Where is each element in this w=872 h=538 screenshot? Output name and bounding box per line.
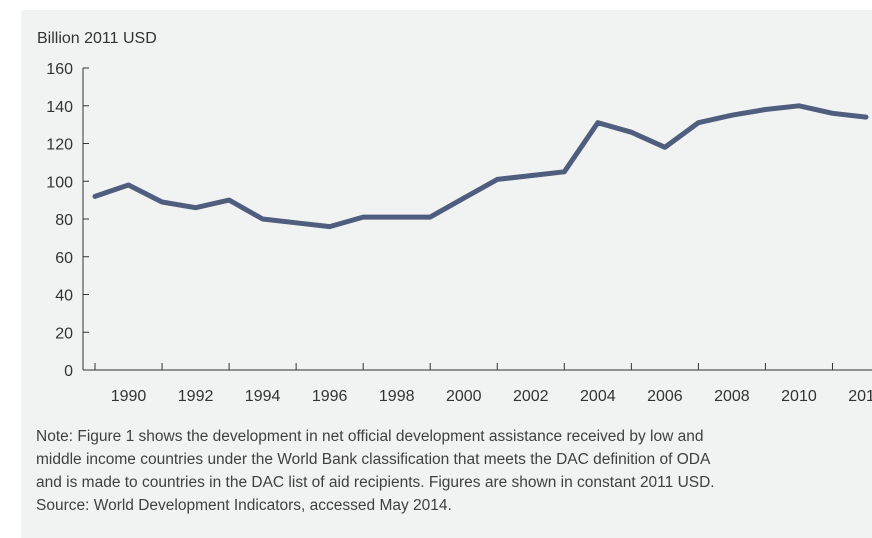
x-tick-label: 2004 xyxy=(580,388,616,405)
y-tick-label: 80 xyxy=(55,212,73,229)
figure-panel xyxy=(21,10,872,538)
x-tick-label: 1990 xyxy=(111,388,147,405)
note-line: Note: Figure 1 shows the development in … xyxy=(36,428,704,445)
source-line: Source: World Development Indicators, ac… xyxy=(36,497,452,514)
y-tick-label: 140 xyxy=(46,99,73,116)
x-axis: 1990 1992 1994 1996 1998 2000 2002 2004 2006 2008… xyxy=(83,363,872,405)
x-tick-label: 2012 xyxy=(848,388,872,405)
series-layer xyxy=(92,103,869,230)
y-axis: 0 20 40 60 80 100 120 140 160 xyxy=(46,61,89,380)
figure-note: Note: Figure 1 shows the development in … xyxy=(36,425,866,517)
line-chart: Billion 2011 USD 0 20 40 60 80 100 120 140 160 1… xyxy=(37,30,872,405)
y-tick-label: 100 xyxy=(46,174,73,191)
y-tick-label: 0 xyxy=(64,363,73,380)
series-line xyxy=(92,103,869,230)
y-tick-label: 60 xyxy=(55,250,73,267)
x-tick-label: 2010 xyxy=(781,388,817,405)
note-line: and is made to countries in the DAC list… xyxy=(36,474,715,491)
y-tick-label: 20 xyxy=(55,325,73,342)
x-tick-label: 1998 xyxy=(379,388,415,405)
x-tick-label: 1996 xyxy=(312,388,348,405)
y-tick-label: 160 xyxy=(46,61,73,78)
x-tick-label: 2002 xyxy=(513,388,549,405)
note-line: middle income countries under the World … xyxy=(36,451,711,468)
x-tick-label: 1994 xyxy=(245,388,281,405)
x-tick-label: 2000 xyxy=(446,388,482,405)
x-tick-label: 2006 xyxy=(647,388,683,405)
y-tick-label: 120 xyxy=(46,137,73,154)
y-tick-label: 40 xyxy=(55,288,73,305)
y-axis-label: Billion 2011 USD xyxy=(37,30,157,47)
x-tick-label: 2008 xyxy=(714,388,750,405)
x-tick-label: 1992 xyxy=(178,388,214,405)
